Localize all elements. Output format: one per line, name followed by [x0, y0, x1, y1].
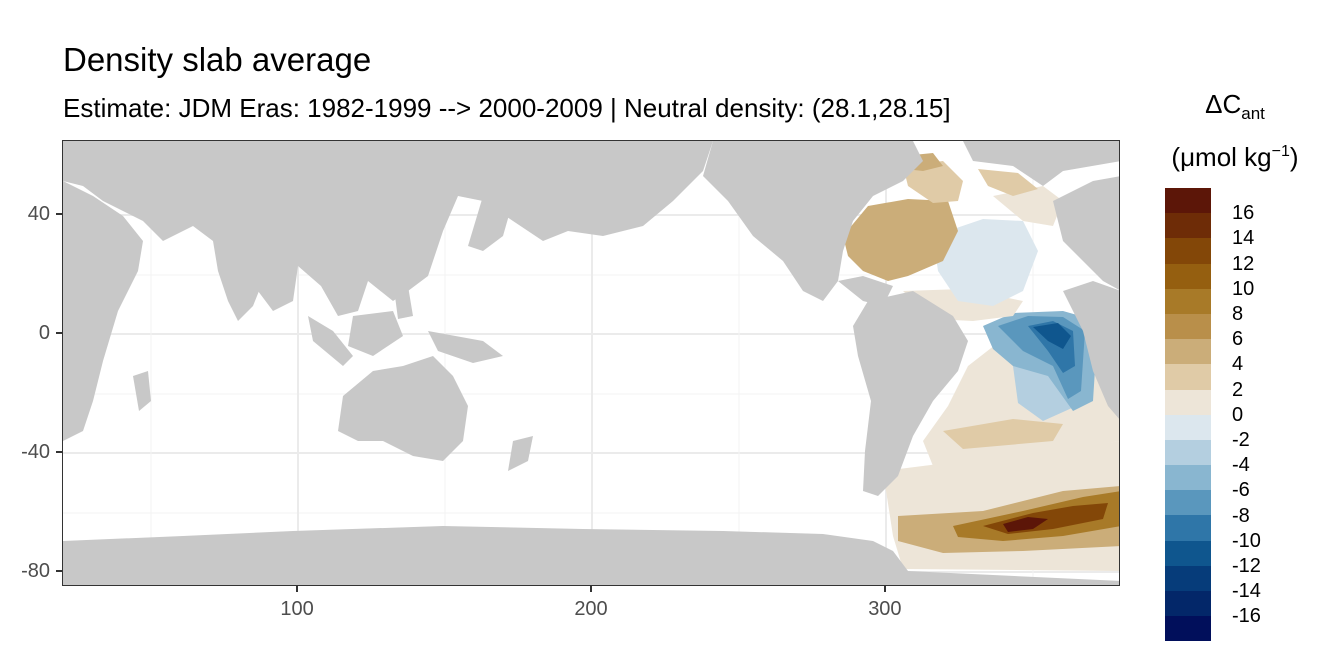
- y-tick-label: 40: [27, 203, 50, 226]
- chart-subtitle: Estimate: JDM Eras: 1982-1999 --> 2000-2…: [63, 93, 951, 123]
- field-north-strip: [978, 169, 1038, 196]
- legend-swatch: [1165, 313, 1211, 340]
- land-sumatra: [308, 316, 353, 366]
- x-tick-label: 200: [574, 598, 608, 620]
- land-antarctica: [63, 526, 1119, 585]
- legend-swatch: [1165, 616, 1211, 642]
- y-tick-label: -40: [21, 441, 50, 464]
- legend-label: 16: [1232, 202, 1255, 225]
- legend-label: 12: [1232, 252, 1255, 275]
- land-japan: [468, 196, 513, 251]
- legend-label: 10: [1232, 277, 1255, 300]
- legend-swatch: [1165, 540, 1211, 566]
- field-north-gyre: [843, 199, 958, 281]
- land-north-america: [703, 141, 923, 301]
- field-east-atl-darkest: [1033, 323, 1071, 349]
- legend-title-sub: ant: [1241, 104, 1265, 123]
- legend-label: -14: [1232, 580, 1261, 603]
- legend-title: ΔCant: [1160, 88, 1310, 130]
- land-greenland: [963, 141, 1119, 186]
- y-tick-mark: [56, 213, 62, 216]
- legend-units-prefix: (μmol kg: [1171, 142, 1272, 172]
- legend-title-main: ΔC: [1205, 89, 1242, 119]
- legend-label: -6: [1232, 479, 1250, 502]
- land-africa-west: [1063, 281, 1119, 419]
- legend-label: 8: [1232, 303, 1244, 325]
- legend-swatch: [1165, 364, 1211, 390]
- land-new-zealand: [508, 436, 533, 471]
- legend-swatch: [1165, 339, 1211, 365]
- legend-label: 0: [1232, 403, 1244, 426]
- cant-field: [843, 153, 1119, 571]
- x-tick-mark: [590, 586, 592, 592]
- legend-units: (μmol kg−1): [1160, 136, 1310, 173]
- legend-swatch: [1165, 515, 1211, 541]
- field-west-north-atlantic: [933, 219, 1038, 306]
- legend-swatch: [1165, 414, 1211, 440]
- map-svg: [63, 141, 1119, 585]
- legend-swatch: [1165, 288, 1211, 314]
- land-madagascar: [133, 371, 151, 411]
- x-tick-label: 100: [280, 598, 314, 620]
- legend-swatch: [1165, 439, 1211, 466]
- legend-swatch: [1165, 465, 1211, 491]
- y-tick-mark: [56, 451, 62, 454]
- legend-units-sup: −1: [1271, 143, 1290, 160]
- field-north-atlantic-east: [993, 186, 1063, 226]
- land-australia: [338, 356, 468, 461]
- legend-label: -4: [1232, 454, 1250, 477]
- x-tick-mark: [296, 586, 299, 592]
- legend-swatch: [1165, 389, 1211, 415]
- legend-swatch: [1165, 213, 1211, 239]
- land-philippines: [393, 281, 413, 319]
- land-south-america: [853, 291, 968, 496]
- chart-title: Density slab average: [63, 41, 372, 78]
- land-eurasia: [63, 141, 713, 316]
- legend-label: -2: [1232, 429, 1250, 451]
- legend-label: -10: [1232, 529, 1261, 552]
- land-europe: [1053, 176, 1119, 290]
- legend-swatch: [1165, 188, 1211, 214]
- legend-swatch: [1165, 591, 1211, 617]
- field-north-shelf: [903, 161, 963, 203]
- y-tick-label: 0: [38, 322, 50, 345]
- legend-label: -12: [1232, 555, 1261, 577]
- legend-label: 6: [1232, 328, 1244, 351]
- field-south-atl-tan: [943, 419, 1063, 449]
- land-africa-east: [63, 181, 143, 441]
- land-borneo: [348, 311, 403, 356]
- legend-label: -8: [1232, 504, 1250, 527]
- legend-label: 14: [1232, 227, 1255, 250]
- legend-label: 2: [1232, 378, 1244, 401]
- legend-label: 4: [1232, 353, 1244, 376]
- map-panel: [62, 140, 1120, 586]
- x-tick-label: 300: [868, 598, 902, 620]
- legend-swatch: [1165, 490, 1211, 516]
- legend-swatch: [1165, 238, 1211, 264]
- legend-units-suffix: ): [1289, 142, 1299, 172]
- legend-swatch: [1165, 565, 1211, 591]
- field-southern-darkest: [1003, 517, 1048, 532]
- land-new-guinea: [428, 331, 503, 363]
- y-tick-mark: [56, 570, 62, 573]
- legend-colorbar: [1165, 188, 1211, 642]
- x-tick-mark: [883, 586, 886, 592]
- y-tick-mark: [56, 332, 62, 335]
- legend-swatch: [1165, 263, 1211, 289]
- y-tick-label: -80: [21, 560, 50, 583]
- land-mask: [63, 141, 1119, 585]
- land-india: [213, 241, 263, 321]
- legend-label: -16: [1232, 605, 1261, 628]
